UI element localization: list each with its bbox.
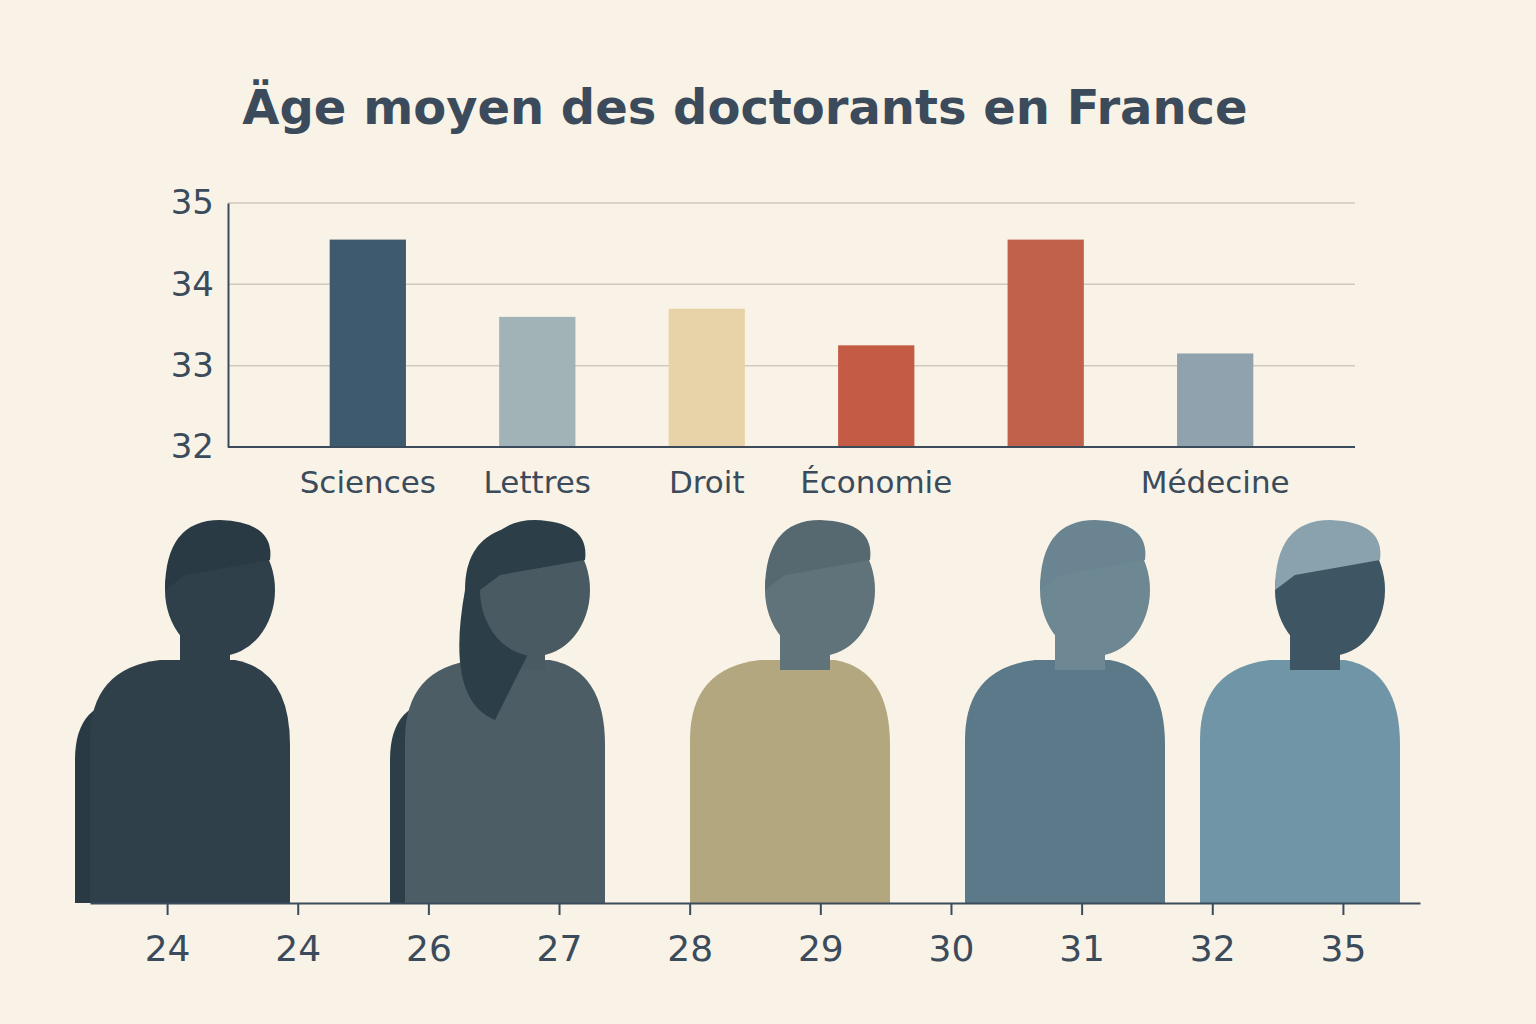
age-tick-mark [689, 903, 691, 915]
y-tick: 35 [171, 182, 228, 222]
x-axis-line [228, 446, 1355, 448]
age-tick-mark [559, 903, 561, 915]
bar [330, 240, 406, 447]
age-tick: 28 [667, 903, 713, 969]
age-tick-label: 35 [1321, 928, 1367, 969]
hair [765, 520, 870, 590]
x-tick: Droit [669, 447, 745, 500]
age-tick-label: 29 [798, 928, 844, 969]
age-tick: 24 [275, 903, 321, 969]
chart-canvas: Äge moyen des doctorants en France 32 33 34… [0, 0, 1536, 1024]
age-axis: 24 24 26 27 28 29 30 31 32 35 [91, 903, 1421, 969]
body [1200, 660, 1400, 903]
y-axis-line [228, 204, 230, 448]
age-tick-mark [428, 903, 430, 915]
body [965, 660, 1165, 903]
y-tick: 33 [171, 345, 228, 385]
hair [1040, 520, 1145, 590]
chart-title: Äge moyen des doctorants en France [242, 79, 1247, 135]
age-tick: 29 [798, 903, 844, 969]
person-silhouette [390, 520, 605, 903]
age-tick-mark [950, 903, 952, 915]
y-axis: 32 33 34 35 [171, 182, 229, 466]
x-tick-label: Lettres [484, 464, 591, 500]
x-tick: Médecine [1141, 447, 1290, 500]
x-tick-label: Médecine [1141, 464, 1290, 500]
grid-line [228, 446, 1355, 448]
bar [1008, 240, 1084, 447]
age-tick-label: 24 [145, 928, 191, 969]
x-axis: Sciences Lettres Droit Économie Médecine [228, 447, 1355, 500]
grid-line [228, 202, 1355, 204]
age-tick-mark [1342, 903, 1344, 915]
bar [838, 345, 914, 447]
age-axis-line [91, 903, 1421, 905]
age-tick-label: 30 [929, 928, 975, 969]
age-tick-label: 24 [275, 928, 321, 969]
hair [480, 520, 585, 590]
age-tick-mark [1212, 903, 1214, 915]
y-tick-label: 34 [171, 264, 214, 304]
y-tick-label: 35 [171, 182, 214, 222]
age-tick: 32 [1190, 903, 1236, 969]
y-tick-label: 33 [171, 345, 214, 385]
age-tick: 30 [929, 903, 975, 969]
age-tick-label: 27 [537, 928, 583, 969]
x-tick: Sciences [300, 447, 436, 500]
person-silhouette [1200, 520, 1400, 903]
age-tick: 27 [537, 903, 583, 969]
age-tick: 31 [1059, 903, 1105, 969]
illustration [75, 520, 1400, 903]
age-tick-mark [820, 903, 822, 915]
person-silhouette [965, 520, 1165, 903]
y-tick-label: 32 [171, 426, 214, 466]
bar [669, 309, 745, 447]
x-tick-label: Économie [800, 464, 952, 500]
age-tick-mark [167, 903, 169, 915]
y-tick: 32 [171, 426, 228, 466]
x-tick: Économie [800, 447, 952, 500]
age-tick: 35 [1321, 903, 1367, 969]
hair [165, 520, 270, 590]
age-tick-label: 32 [1190, 928, 1236, 969]
age-tick-label: 28 [667, 928, 713, 969]
bars [330, 240, 1254, 447]
age-tick-label: 31 [1059, 928, 1105, 969]
grid [228, 203, 1355, 447]
person-silhouette [75, 520, 290, 903]
age-tick: 26 [406, 903, 452, 969]
x-tick-label: Droit [669, 464, 745, 500]
age-tick: 24 [145, 903, 191, 969]
bar [499, 317, 575, 447]
person-silhouette [690, 520, 890, 903]
body [90, 660, 290, 903]
background [0, 0, 1536, 1024]
age-tick-mark [1081, 903, 1083, 915]
y-tick: 34 [171, 264, 228, 304]
x-tick: Lettres [484, 447, 591, 500]
body [690, 660, 890, 903]
x-tick-label: Sciences [300, 464, 436, 500]
age-tick-label: 26 [406, 928, 452, 969]
age-tick-mark [297, 903, 299, 915]
bar [1177, 353, 1253, 447]
hair [1275, 520, 1380, 590]
